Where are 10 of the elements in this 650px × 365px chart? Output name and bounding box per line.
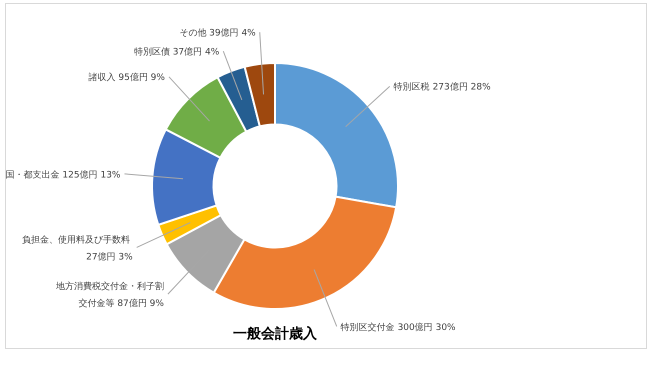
slice-label: その他 39億円 4%	[179, 28, 256, 39]
slice-label: 負担金、使用料及び手数料	[22, 234, 133, 246]
slice-label: 特別区交付金 300億円 30%	[340, 322, 456, 333]
text: 一般会計歳入	[233, 326, 318, 342]
slice-label: 地方消費税交付金・利子割交付金等 87億円 9%	[54, 281, 164, 310]
data-label: 27億円 3%	[86, 251, 134, 262]
slice-label: 特別区税 273億円 28%	[394, 82, 492, 93]
slice-label: 国・都支出金 125億円 13%	[6, 169, 121, 180]
slice-label: 特別区債 37億円 4%	[134, 46, 220, 58]
slice-label: 諸収入 95億円 9%	[88, 72, 166, 84]
